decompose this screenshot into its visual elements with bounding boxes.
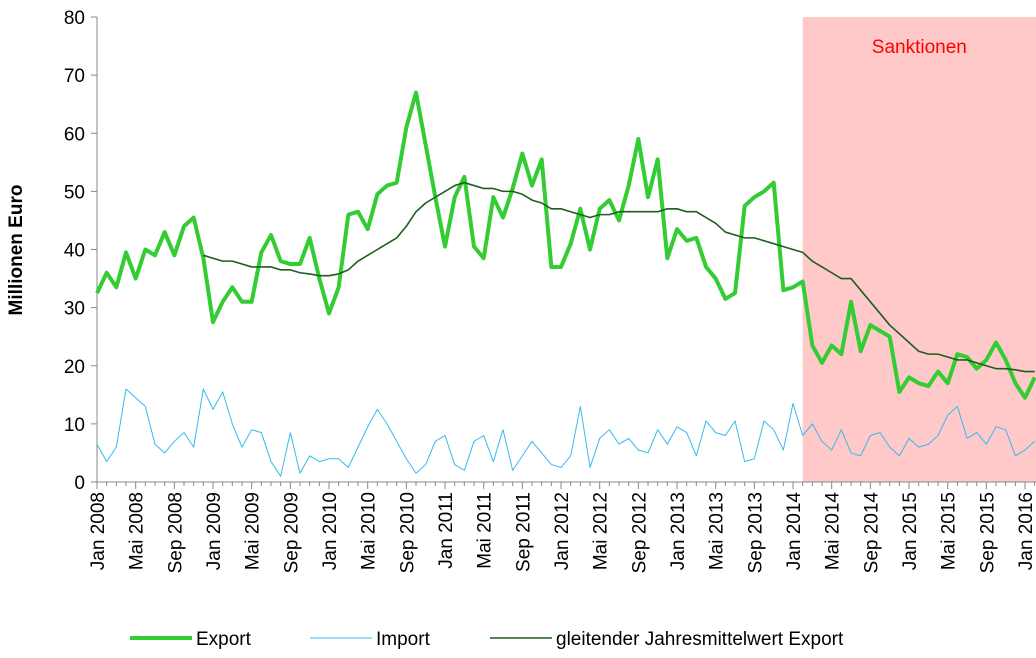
x-tick-label: Mai 2014 — [823, 492, 844, 571]
x-tick-label: Mai 2011 — [475, 492, 496, 569]
x-tick-label: Jan 2015 — [900, 492, 921, 570]
x-tick-label: Sep 2014 — [861, 492, 882, 574]
series-line — [203, 181, 1035, 373]
x-tick-label: Jan 2008 — [88, 492, 109, 570]
x-tick-label: Jan 2009 — [204, 492, 225, 570]
y-axis-title: Millionen Euro — [6, 185, 27, 316]
x-tick-label: Mai 2010 — [359, 492, 380, 570]
x-tick-label: Jan 2011 — [436, 492, 457, 569]
x-tick-label: Sep 2010 — [397, 492, 418, 573]
x-tick-label: Sep 2012 — [629, 492, 650, 573]
x-tick-label: Sep 2011 — [513, 492, 534, 572]
y-tick-label: 30 — [64, 299, 85, 320]
x-tick-label: Mai 2008 — [127, 492, 148, 570]
legend-label: gleitender Jahresmittelwert Export — [556, 629, 844, 650]
y-tick-label: 10 — [64, 415, 85, 436]
y-tick-label: 70 — [64, 66, 85, 87]
series-line — [96, 388, 1036, 477]
series-line — [95, 90, 1036, 400]
x-tick-label: Jan 2012 — [552, 492, 573, 570]
x-tick-label: Mai 2015 — [939, 492, 960, 570]
y-tick-label: 0 — [74, 473, 85, 494]
x-tick-label: Mai 2013 — [707, 492, 728, 570]
x-tick-label: Jan 2010 — [320, 492, 341, 570]
legend-label: Import — [376, 629, 431, 650]
x-tick-label: Jan 2014 — [784, 492, 805, 571]
y-tick-label: 40 — [64, 241, 85, 262]
x-tick-label: Sep 2009 — [281, 492, 302, 573]
sanctions-region — [802, 17, 1036, 482]
x-tick-label: Mai 2009 — [243, 492, 264, 570]
x-tick-label: Jan 2013 — [668, 492, 689, 570]
legend-label: Export — [196, 629, 252, 650]
y-tick-label: 50 — [64, 182, 85, 203]
x-tick-label: Mai 2012 — [591, 492, 612, 570]
x-tick-label: Sep 2015 — [977, 492, 998, 573]
x-tick-label: Sep 2008 — [165, 492, 186, 573]
region-label: Sanktionen — [872, 37, 967, 58]
y-tick-label: 80 — [64, 8, 85, 29]
x-tick-label: Jan 2016 — [1016, 492, 1036, 570]
x-tick-label: Sep 2013 — [745, 492, 766, 573]
y-tick-label: 60 — [64, 124, 85, 145]
y-tick-label: 20 — [64, 357, 85, 378]
